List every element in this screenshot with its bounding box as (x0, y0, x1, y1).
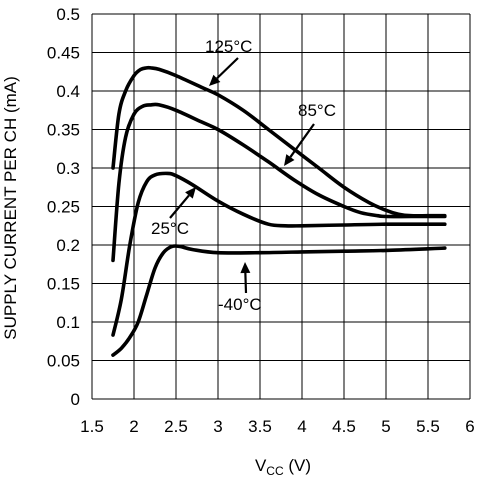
annotation-label: -40°C (218, 295, 262, 314)
x-tick-label: 3 (213, 417, 222, 436)
y-tick-label: 0.15 (47, 275, 80, 294)
series-lines (111, 65, 447, 357)
grid (91, 13, 471, 400)
annotation-arrow-shaft (216, 57, 239, 80)
x-axis-label: VCC (V) (255, 456, 311, 478)
y-tick-label: 0.4 (56, 82, 80, 101)
annotation-label: 25°C (151, 219, 189, 238)
annotation-arrow-shaft (169, 194, 190, 219)
annotation-arrow-shaft (244, 272, 248, 294)
annotation-arrow-head (284, 154, 295, 166)
x-tick-label: 5 (381, 417, 390, 436)
x-axis-label-sub: CC (266, 464, 284, 478)
x-axis-label-unit: (V) (284, 456, 311, 475)
y-tick-label: 0.5 (56, 5, 80, 24)
y-tick-labels: 0 0.05 0.1 0.15 0.2 0.25 0.3 0.35 0.4 0.45 0.5 (47, 5, 80, 409)
series-line-minus40c (111, 244, 447, 357)
x-tick-label: 2 (129, 417, 138, 436)
y-tick-label: 0.35 (47, 121, 80, 140)
x-tick-label: 1.5 (80, 417, 104, 436)
y-tick-label: 0.05 (47, 352, 80, 371)
annotation-label: 125°C (205, 37, 252, 56)
annotations: 125°C 85°C 25°C -40°C (151, 37, 336, 314)
y-tick-label: 0.2 (56, 236, 80, 255)
y-tick-label: 0.25 (47, 198, 80, 217)
series-line-85c (111, 102, 447, 263)
annotation-arrow-head (209, 74, 221, 86)
annotation-label: 85°C (298, 101, 336, 120)
x-tick-label: 2.5 (164, 417, 188, 436)
y-axis-label: SUPPLY CURRENT PER CH (mA) (1, 76, 20, 340)
x-axis-label-main: V (255, 456, 267, 475)
y-tick-label: 0 (71, 390, 80, 409)
x-tick-label: 4 (297, 417, 306, 436)
annotation-arrow-shaft (289, 123, 315, 158)
y-tick-label: 0.1 (56, 313, 80, 332)
x-tick-labels: 1.5 2 2.5 3 3.5 4 4.5 5 5.5 6 (80, 417, 475, 436)
x-tick-label: 4.5 (332, 417, 356, 436)
series-line-25c (111, 171, 447, 337)
x-tick-label: 6 (465, 417, 474, 436)
series-line-125c (111, 65, 447, 218)
x-tick-label: 5.5 (416, 417, 440, 436)
x-tick-label: 3.5 (248, 417, 272, 436)
y-tick-label: 0.3 (56, 159, 80, 178)
annotation-arrow-head (240, 262, 251, 274)
annotation-arrow-head (185, 187, 196, 199)
y-tick-label: 0.45 (47, 44, 80, 63)
